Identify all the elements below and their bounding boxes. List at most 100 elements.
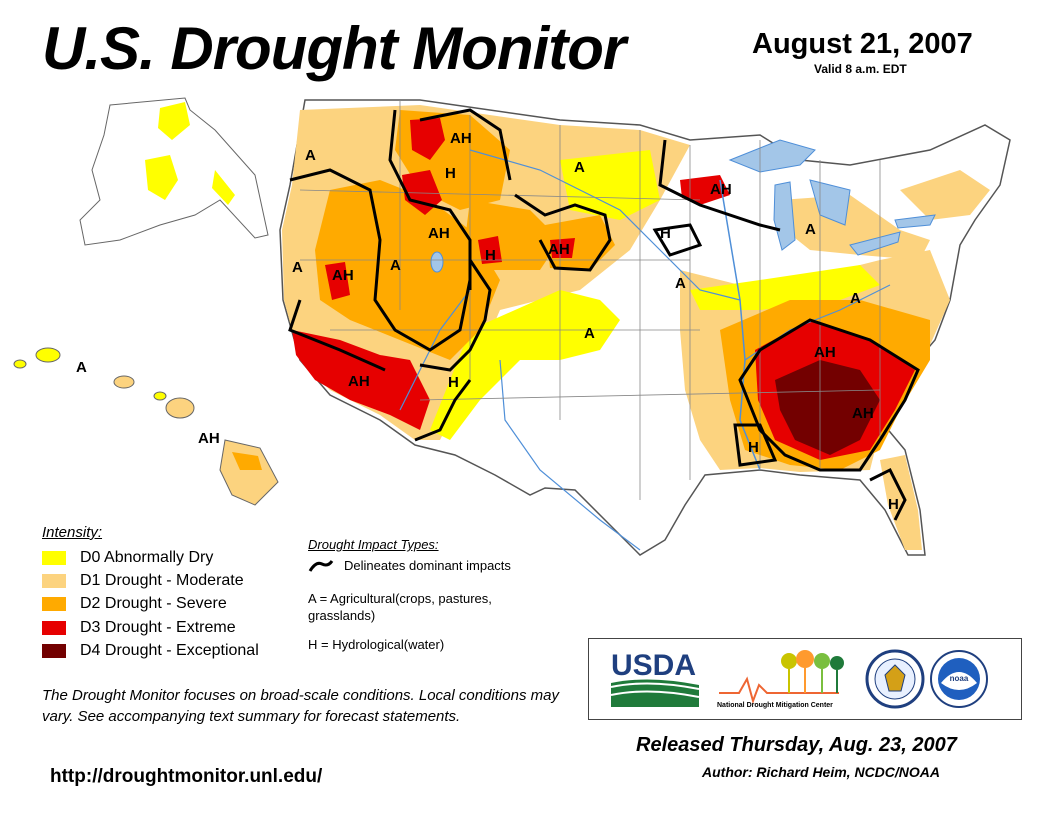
map-date: August 21, 2007 [752, 28, 973, 60]
hawaii-maui [165, 397, 195, 419]
legend-item-d0: D0 Abnormally Dry [42, 548, 213, 568]
legend-label: D2 Drought - Severe [80, 595, 227, 612]
d4-southeast [775, 360, 880, 455]
delineation-line-icon [308, 559, 334, 572]
lake-superior [728, 139, 816, 173]
label-a-hawaii: A [76, 359, 87, 376]
label-ah-california: AH [332, 267, 354, 284]
legend-swatch [42, 574, 66, 588]
map-labels: A AH H A AH A AH H AH H A AH A A A A AH … [76, 130, 899, 513]
release-date: Released Thursday, Aug. 23, 2007 [636, 734, 957, 756]
label-a-north-dakota: A [574, 159, 585, 176]
d0-north-dakota [560, 150, 660, 220]
great-salt-lake [430, 251, 444, 273]
legend-swatch [42, 551, 66, 565]
label-a-iowa-missouri: A [675, 275, 686, 292]
label-ah-montana-west: AH [450, 130, 472, 147]
impact-delineations [288, 108, 920, 521]
agency-logos-art: USDA National Drought Mitigation Center [610, 649, 988, 709]
label-a-michigan: A [805, 221, 816, 238]
website-url[interactable]: http://droughtmonitor.unl.edu/ [50, 766, 323, 787]
impact-agricultural: A = Agricultural(crops, pastures, grassl… [308, 591, 492, 623]
valid-time: Valid 8 a.m. EDT [814, 62, 907, 76]
legend-label: D0 Abnormally Dry [80, 549, 214, 566]
label-ah-minnesota: AH [710, 181, 732, 198]
alaska-d0-central [145, 155, 178, 200]
state-boundaries [299, 100, 881, 500]
label-ah-idaho-wyoming: AH [428, 225, 450, 242]
usda-logo-text: USDA [611, 649, 696, 682]
label-ah-tennessee: AH [814, 344, 836, 361]
label-ah-southern-california: AH [348, 373, 370, 390]
usda-logo: USDA [610, 649, 700, 707]
ndmc-logo: National Drought Mitigation Center [717, 650, 844, 709]
legend-item-d1: D1 Drought - Moderate [42, 571, 244, 591]
svg-text:National Drought Mitigation Ce: National Drought Mitigation Center [717, 702, 833, 709]
commerce-seal [865, 649, 925, 709]
label-h-montana: H [445, 165, 456, 182]
label-a-pacific-nw: A [305, 147, 316, 164]
d3-california-north [325, 262, 350, 300]
legend-swatch [42, 621, 66, 635]
alaska-d0-north [158, 102, 190, 140]
label-ah-hawaii: AH [198, 430, 220, 447]
ndmc-logo-national: National [717, 702, 745, 709]
d0-ohio [690, 265, 880, 310]
d3-wyoming [478, 236, 502, 264]
impact-line-legend: Delineates dominant impacts [308, 558, 548, 573]
d3-minnesota [680, 175, 730, 205]
label-a-california: A [292, 259, 303, 276]
drought-map: A AH H A AH A AH H AH H A AH A A A A AH … [13, 97, 1011, 556]
impact-types-title: Drought Impact Types: [308, 537, 439, 552]
legend-swatch [42, 644, 66, 658]
alaska [79, 97, 269, 246]
d2-great-basin [315, 180, 500, 360]
noaa-logo: noaa [930, 650, 988, 708]
d3-idaho [402, 170, 442, 215]
legend-swatch [42, 597, 66, 611]
disclaimer-note: The Drought Monitor focuses on broad-sca… [42, 687, 559, 725]
alaska-panhandle-d0 [212, 170, 235, 205]
hawaii-kauai [35, 347, 61, 363]
d1-florida [880, 455, 922, 550]
label-h-wyoming: H [485, 247, 496, 264]
agency-logos: USDA National Drought Mitigation Center [588, 638, 1022, 720]
label-h-iowa: H [660, 225, 671, 242]
lake-michigan [773, 181, 796, 251]
legend-item-d4: D4 Drought - Exceptional [42, 641, 259, 661]
ndmc-logo-text: Drought Mitigation Center [747, 702, 834, 709]
author-credit: Author: Richard Heim, NCDC/NOAA [702, 764, 941, 780]
river-rio-grande [499, 359, 641, 551]
label-h-new-mexico: H [448, 374, 459, 391]
legend-label: D1 Drought - Moderate [80, 572, 244, 589]
hawaii-oahu [13, 359, 27, 369]
impact-line-label: Delineates dominant impacts [344, 558, 511, 573]
hawaii-big-island [219, 439, 279, 506]
noaa-logo-text: noaa [950, 674, 969, 683]
legend-item-d2: D2 Drought - Severe [42, 594, 227, 614]
hawaii-big-island-d2 [232, 452, 262, 470]
legend-label: D4 Drought - Exceptional [80, 642, 259, 659]
label-a-nevada-utah: A [390, 257, 401, 274]
legend-item-d3: D3 Drought - Extreme [42, 618, 236, 638]
label-a-ohio-valley: A [850, 290, 861, 307]
hawaii-lanai [153, 391, 167, 401]
label-a-kansas: A [584, 325, 595, 342]
lake-ontario [894, 214, 936, 229]
page-title: U.S. Drought Monitor [42, 15, 626, 82]
label-ah-southeast: AH [852, 405, 874, 422]
d1-northeast [900, 170, 990, 220]
label-ah-south-dakota: AH [548, 241, 570, 258]
impact-hydrological: H = Hydrological(water) [308, 637, 445, 652]
hawaii-molokai [113, 375, 135, 389]
d3-south-dakota [550, 238, 575, 258]
d3-southwest [292, 330, 430, 430]
legend-label: D3 Drought - Extreme [80, 619, 236, 636]
d3-montana [410, 118, 445, 160]
label-h-florida: H [888, 496, 899, 513]
conus: A AH H A AH A AH H AH H A AH A A A A AH … [76, 99, 1011, 556]
river-mississippi [719, 179, 761, 471]
lake-erie [849, 231, 901, 256]
hawaii [13, 347, 279, 506]
label-h-mississippi: H [748, 439, 759, 456]
